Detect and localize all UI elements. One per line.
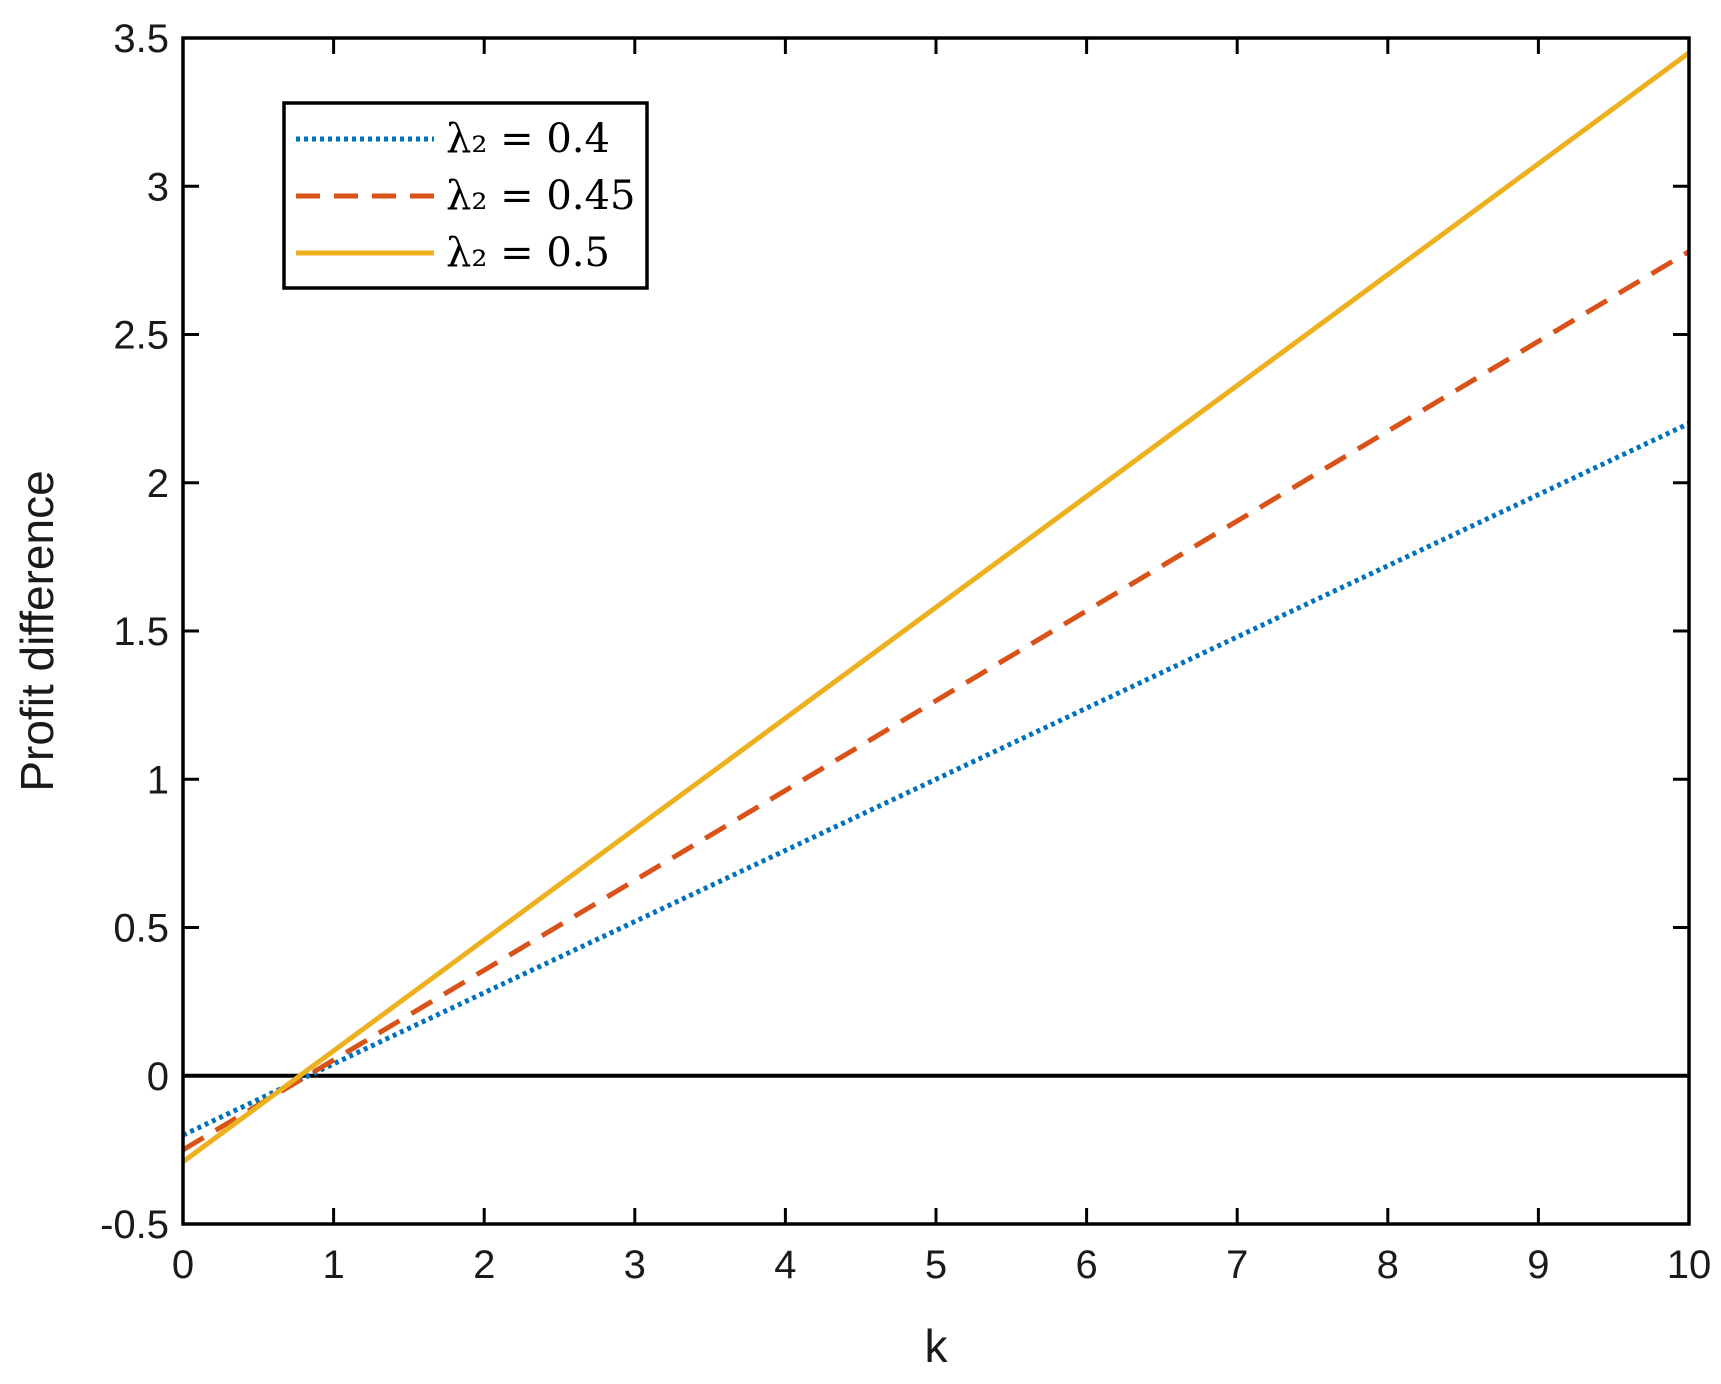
legend-items: λ₂ = 0.4 λ₂ = 0.45 λ₂ = 0.5 — [296, 116, 635, 276]
x-axis-title: k — [925, 1320, 949, 1372]
legend-label-3: λ₂ = 0.5 — [446, 230, 610, 276]
y-tick-label: 1.5 — [113, 610, 169, 654]
legend-label-1: λ₂ = 0.4 — [446, 116, 610, 162]
y-tick-label: 2.5 — [113, 314, 169, 358]
series-line-2 — [181, 249, 1691, 1153]
legend: λ₂ = 0.4 λ₂ = 0.45 λ₂ = 0.5 — [282, 101, 649, 290]
y-tick-labels: -0.5 0 0.5 1 1.5 2 2.5 3 3.5 — [100, 17, 169, 1247]
x-tick-label: 9 — [1527, 1243, 1549, 1287]
y-tick-label: 0.5 — [113, 907, 169, 951]
x-tick-label: 3 — [624, 1243, 646, 1287]
series-line-3 — [181, 50, 1691, 1164]
plot-frame — [181, 36, 1691, 1226]
y-tick-label: 1 — [147, 758, 169, 802]
series-line-1 — [181, 421, 1691, 1138]
x-tick-label: 10 — [1667, 1243, 1712, 1287]
x-tick-label: 5 — [925, 1243, 947, 1287]
y-tick-label: 3.5 — [113, 17, 169, 61]
legend-label-2: λ₂ = 0.45 — [446, 173, 635, 219]
x-tick-label: 6 — [1075, 1243, 1097, 1287]
x-tick-labels: 0 1 2 3 4 5 6 7 8 9 10 — [172, 1243, 1711, 1287]
x-tick-label: 8 — [1377, 1243, 1399, 1287]
y-tick-label: 0 — [147, 1055, 169, 1099]
y-tick-label: 3 — [147, 165, 169, 209]
x-tick-label: 2 — [473, 1243, 495, 1287]
x-tick-label: 7 — [1226, 1243, 1248, 1287]
y-tick-label: 2 — [147, 462, 169, 506]
x-tick-label: 0 — [172, 1243, 194, 1287]
x-tick-label: 4 — [774, 1243, 796, 1287]
y-tick-label: -0.5 — [100, 1203, 169, 1247]
x-tick-label: 1 — [322, 1243, 344, 1287]
series-lines — [181, 50, 1691, 1164]
y-axis-title: Profit difference — [11, 470, 63, 791]
